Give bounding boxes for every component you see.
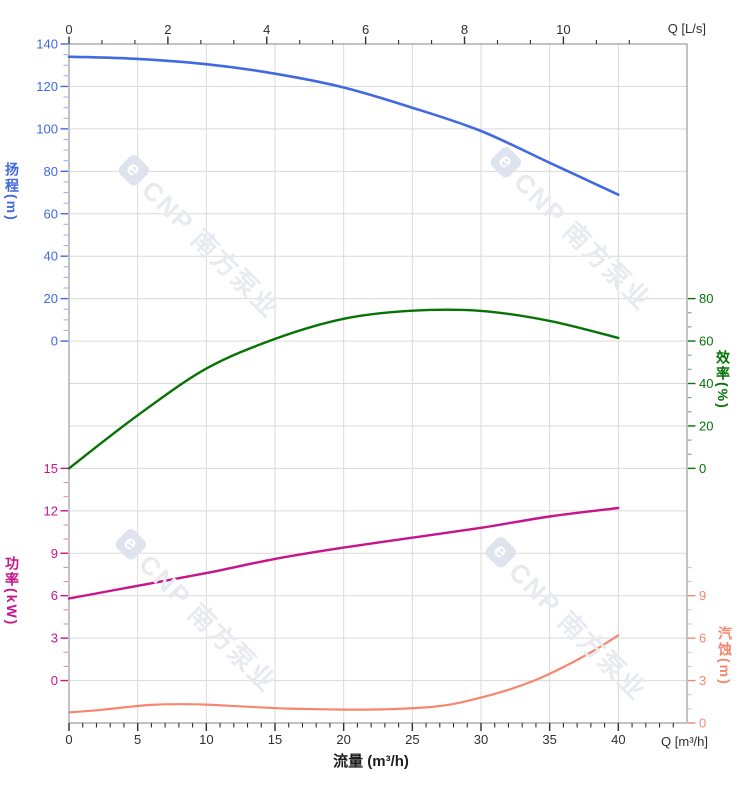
npsh-axis-tick-label: 6 xyxy=(699,631,706,646)
top-axis-tick-label: 2 xyxy=(164,22,171,37)
top-axis-unit-label: Q [L/s] xyxy=(667,21,706,36)
efficiency-axis-tick-label: 0 xyxy=(699,461,706,476)
power-axis-tick-label: 12 xyxy=(44,503,58,518)
top-axis-tick-label: 0 xyxy=(65,22,72,37)
head-axis-tick-label: 40 xyxy=(44,249,58,264)
efficiency-axis-tick-label: 20 xyxy=(699,418,713,433)
head-axis-tick-label: 80 xyxy=(44,164,58,179)
power-axis-tick-label: 6 xyxy=(51,588,58,603)
head-axis-tick-label: 100 xyxy=(36,121,58,136)
flow-axis-title: 流量 (m³/h) xyxy=(333,753,409,770)
head-axis-tick-label: 60 xyxy=(44,206,58,221)
power-axis-tick-label: 9 xyxy=(51,546,58,561)
power-axis-tick-label: 15 xyxy=(44,461,58,476)
head-axis-tick-label: 140 xyxy=(36,37,58,52)
bottom-axis-tick-label: 0 xyxy=(65,732,72,747)
head-axis-tick-label: 0 xyxy=(51,334,58,349)
curve-efficiency xyxy=(67,308,620,470)
head-axis-title: 扬程(m) xyxy=(4,162,20,222)
top-axis-tick-label: 4 xyxy=(263,22,270,37)
bottom-axis-unit-label: Q [m³/h] xyxy=(661,734,708,749)
efficiency-axis-tick-label: 60 xyxy=(699,334,713,349)
efficiency-axis-tick-label: 40 xyxy=(699,376,713,391)
efficiency-axis-tick-label: 80 xyxy=(699,291,713,306)
bottom-axis-tick-label: 25 xyxy=(405,732,419,747)
efficiency-axis-title: 效率(%) xyxy=(715,350,731,410)
npsh-axis-tick-label: 0 xyxy=(699,716,706,731)
top-axis-tick-label: 6 xyxy=(362,22,369,37)
head-axis-tick-label: 20 xyxy=(44,291,58,306)
bottom-axis-tick-label: 5 xyxy=(134,732,141,747)
bottom-axis-tick-label: 20 xyxy=(336,732,350,747)
npsh-axis-tick-label: 9 xyxy=(699,588,706,603)
top-axis-tick-label: 8 xyxy=(461,22,468,37)
bottom-axis-tick-label: 10 xyxy=(199,732,213,747)
bottom-axis-tick-label: 30 xyxy=(474,732,488,747)
curve-power xyxy=(67,506,620,600)
bottom-axis-tick-label: 15 xyxy=(268,732,282,747)
top-axis-tick-label: 10 xyxy=(556,22,570,37)
power-axis-tick-label: 0 xyxy=(51,673,58,688)
power-axis-tick-label: 3 xyxy=(51,631,58,646)
npsh-axis-tick-label: 3 xyxy=(699,673,706,688)
curve-head xyxy=(67,55,620,196)
bottom-axis-tick-label: 35 xyxy=(542,732,556,747)
npsh-axis-title: 汽蚀(m) xyxy=(717,626,733,686)
power-axis-title: 功率(kW) xyxy=(4,556,20,627)
plot-border xyxy=(68,43,688,724)
head-axis-tick-label: 120 xyxy=(36,79,58,94)
curve-npsh xyxy=(67,634,620,714)
bottom-axis-tick-label: 40 xyxy=(611,732,625,747)
